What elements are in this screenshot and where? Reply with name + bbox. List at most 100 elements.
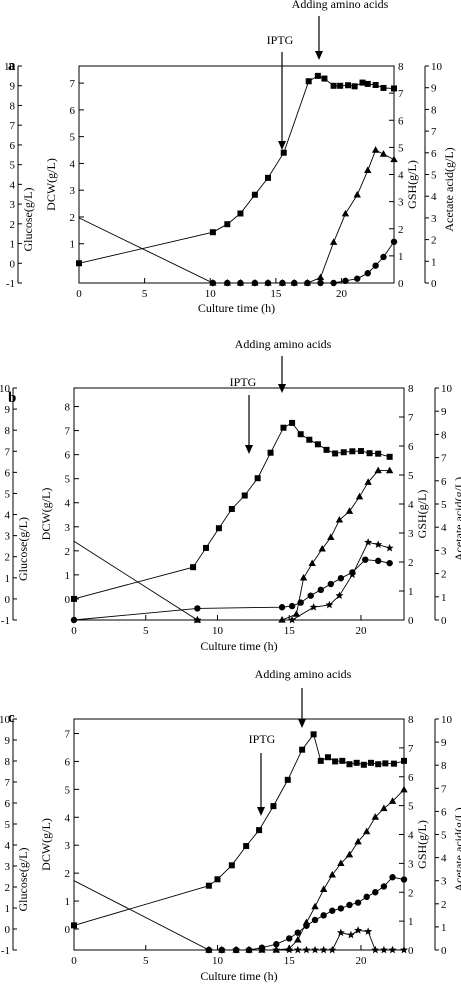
acetate-tick-label: 3	[431, 213, 437, 225]
acetate-circle-point	[278, 604, 286, 611]
glucose-tick-label: 9	[10, 81, 16, 93]
dcw-square-point	[353, 759, 360, 766]
dcw-square-point	[280, 149, 287, 156]
acetate-tick-label: 4	[441, 853, 447, 865]
gsh-tick-label: 4	[408, 499, 414, 511]
acetate-star-point	[311, 945, 320, 954]
gsh-tick-label: 3	[408, 858, 414, 870]
amino-acid-annotation: Adding amino acids	[255, 667, 352, 681]
dcw-square-point	[359, 79, 366, 86]
gsh-tick-label: 0	[408, 615, 414, 627]
x-tick-label: 15	[270, 288, 282, 300]
dcw-square-point	[351, 83, 358, 90]
gsh-tick-label: 8	[398, 61, 404, 73]
acetate-star-point	[379, 945, 388, 954]
gsh-triangle-point	[308, 559, 316, 567]
acetate-circle-point	[297, 599, 304, 606]
dcw-tick-label: 5	[70, 132, 76, 144]
acetate-circle-point	[362, 556, 369, 563]
gsh-triangle-point	[353, 190, 361, 198]
glucose-tick-label: 10	[0, 383, 11, 395]
acetate-tick-label: 7	[441, 453, 447, 465]
gsh-triangle-point	[371, 146, 380, 153]
acetate-star-point	[217, 945, 226, 954]
glucose-tick-label: 7	[5, 446, 11, 458]
dcw-square-point	[310, 731, 317, 738]
dcw-square-point	[401, 757, 407, 764]
acetate-star-point	[348, 570, 357, 579]
acetate-tick-label: 3	[441, 545, 447, 557]
acetate-circle-point	[209, 279, 217, 287]
amino-acid-annotation: Adding amino acids	[292, 0, 389, 11]
acetate-tick-label: 4	[431, 191, 437, 203]
glucose-axis-label: Glucose(g/L)	[16, 517, 30, 581]
glucose-tick-label: -1	[1, 615, 10, 627]
dcw-square-point	[297, 431, 304, 438]
dcw-tick-label: 7	[70, 78, 76, 90]
acetate-circle-point	[354, 899, 362, 906]
acetate-tick-label: 1	[441, 922, 447, 934]
gsh-triangle-point	[337, 859, 345, 866]
dcw-square-point	[375, 761, 382, 768]
acetate-star-point	[204, 945, 213, 954]
gsh-triangle-point	[364, 478, 372, 485]
dcw-square-point	[237, 210, 244, 217]
glucose-tick-label: 7	[10, 120, 16, 132]
dcw-tick-label: 6	[70, 105, 76, 117]
x-tick-label: 0	[71, 625, 77, 637]
acetate-circle-point	[307, 592, 314, 599]
dcw-square-point	[332, 758, 339, 765]
acetate-circle-point	[389, 874, 396, 881]
acetate-circle-point	[380, 253, 387, 261]
acetate-tick-label: 2	[431, 235, 437, 247]
glucose-tick-label: 2	[10, 219, 16, 231]
gsh-tick-label: 1	[408, 586, 414, 598]
gsh-triangle-point	[328, 870, 336, 878]
dcw-square-point	[349, 448, 356, 455]
x-tick-label: 10	[205, 288, 217, 300]
acetate-star-point	[325, 600, 334, 609]
acetate-star-point	[257, 945, 266, 954]
acetate-star-point	[309, 603, 318, 611]
acetate-circle-point	[342, 277, 349, 285]
gsh-triangle-point	[341, 209, 350, 217]
gsh-triangle-point	[355, 492, 364, 500]
gsh-axis-label: GSH(g/L)	[415, 820, 429, 869]
acetate-circle-point	[304, 279, 311, 287]
x-axis-label: Culture time (h)	[200, 639, 277, 653]
x-tick-label: 15	[284, 955, 296, 967]
dcw-square-point	[251, 191, 258, 198]
plot-frame	[73, 718, 405, 951]
acetate-tick-label: 7	[441, 783, 447, 795]
acetate-star-point	[371, 945, 380, 954]
dcw-tick-label: 0	[65, 924, 71, 936]
dcw-square-point	[314, 72, 321, 79]
dcw-square-point	[299, 746, 306, 753]
acetate-circle-point	[311, 916, 319, 924]
acetate-circle-point	[400, 876, 408, 883]
acetate-axis-label: Acetate acid(g/L)	[442, 147, 456, 231]
acetate-circle-point	[224, 279, 231, 287]
dcw-square-point	[209, 229, 216, 236]
dcw-square-point	[306, 436, 313, 443]
gsh-triangle-point	[345, 507, 354, 514]
annotation-arrow-head	[278, 141, 286, 150]
acetate-circle-point	[327, 580, 335, 588]
dcw-square-point	[366, 450, 373, 457]
acetate-tick-label: 4	[441, 522, 447, 534]
acetate-tick-label: 0	[441, 945, 447, 957]
gsh-tick-label: 4	[398, 170, 404, 182]
acetate-tick-label: 10	[431, 61, 443, 73]
glucose-tick-label: 10	[0, 714, 11, 726]
x-tick-label: 10	[212, 955, 224, 967]
acetate-tick-label: 5	[431, 170, 437, 182]
acetate-circle-point	[386, 559, 393, 567]
glucose-tick-label: 8	[10, 100, 16, 112]
glucose-tick-label: 5	[5, 819, 11, 831]
acetate-tick-label: 5	[441, 499, 447, 511]
acetate-circle-point	[390, 238, 398, 245]
acetate-star-point	[193, 615, 202, 624]
dcw-square-point	[391, 85, 397, 92]
acetate-star-point	[364, 538, 373, 546]
dcw-square-point	[205, 882, 212, 889]
